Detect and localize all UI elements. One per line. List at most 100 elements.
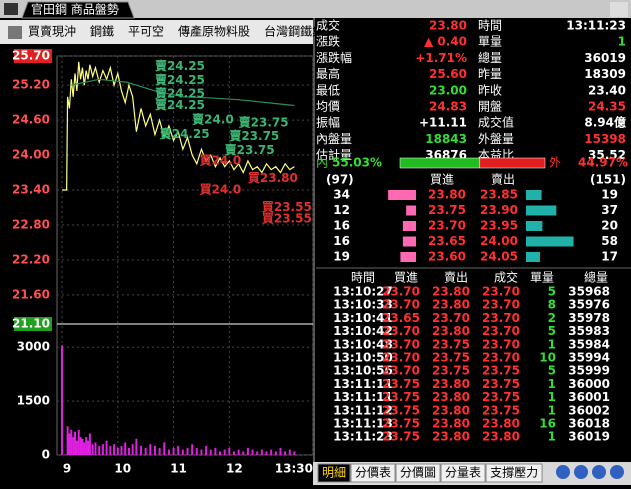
quote-value: 35.52 (588, 148, 626, 162)
trade-cell: 5 (548, 285, 556, 299)
trade-cell: 13:10:50 (333, 351, 393, 365)
quote-value: 24.35 (588, 100, 626, 114)
chart-frame (56, 55, 314, 456)
menu-button[interactable] (4, 3, 18, 15)
toolbar-item[interactable]: 台灣鋼鐵集團 (264, 24, 336, 39)
ratio-value: 55.03% (332, 156, 382, 170)
ask-bar (526, 205, 557, 216)
y-tick-label: 24.60 (12, 113, 50, 127)
bottom-tab[interactable] (440, 463, 486, 483)
quote-value: 24.83 (429, 100, 467, 114)
quote-label: 成交 (316, 18, 340, 33)
annotation: 賣24.25 (154, 85, 205, 100)
ask-qty: 19 (601, 188, 618, 202)
trade-cell: 35984 (568, 337, 610, 351)
price-line (71, 78, 295, 107)
annotation: 買23.80 (248, 171, 298, 185)
ask-bar (526, 252, 540, 262)
toolbar-item[interactable]: 傳產原物料股 (178, 24, 250, 39)
trade-cell: 35968 (568, 285, 610, 299)
quote-value: 25.60 (429, 67, 467, 81)
bid-qty: 16 (333, 234, 350, 248)
quote-value: 18843 (425, 132, 467, 146)
trade-cell: 23.80 (482, 417, 520, 431)
trade-cell: 13:11:13 (333, 417, 393, 431)
bottom-tab-label: 明細 (322, 466, 346, 480)
y-tick-highlight (14, 49, 52, 63)
trade-cell: 23.80 (482, 430, 520, 444)
volume-tick-label: 1500 (17, 394, 50, 408)
trade-cell: 23.80 (432, 430, 470, 444)
quote-value: 15398 (584, 132, 626, 146)
trade-cell: 13:10:48 (333, 337, 393, 351)
toolbar-dropdown[interactable] (8, 26, 22, 39)
toolbar-item[interactable]: 買賣現沖 (28, 24, 76, 39)
trade-cell: 23.75 (482, 390, 520, 404)
x-tick-label: 10 (114, 462, 131, 476)
y-tick-label: 24.00 (12, 148, 50, 162)
y-tick-label: 21.60 (12, 287, 50, 301)
trade-cell: 23.75 (432, 337, 470, 351)
trades-header: 時間 (351, 271, 375, 285)
bid-qty: 19 (333, 250, 350, 264)
quote-value: 23.00 (429, 83, 467, 97)
ratio-label: 外 (549, 156, 561, 170)
bottom-tab[interactable] (350, 463, 396, 483)
trade-cell: 23.70 (482, 337, 520, 351)
nav-button[interactable] (592, 465, 606, 479)
quote-value: +11.11 (419, 116, 467, 130)
quote-label: 成交值 (478, 115, 514, 130)
quote-label: 昨量 (478, 67, 502, 81)
bottom-tab[interactable] (317, 463, 351, 483)
book-header: 買進 (430, 173, 454, 187)
y-tick-highlight (14, 317, 52, 331)
trade-cell: 13:10:27 (333, 285, 393, 299)
quote-value: 23.40 (588, 83, 626, 97)
nav-button[interactable] (574, 465, 588, 479)
bid-price: 23.75 (428, 203, 466, 217)
annotation: 賣24.25 (159, 126, 210, 141)
annotation: 賣23.75 (228, 128, 279, 143)
trade-cell: 13:11:11 (333, 377, 393, 391)
bid-bar (400, 252, 416, 262)
trade-cell: 23.70 (382, 337, 420, 351)
ratio-label: 內 (316, 156, 328, 170)
quote-label: 振幅 (316, 115, 340, 130)
bid-qty: 12 (333, 203, 350, 217)
bottom-tab[interactable] (395, 463, 441, 483)
quote-label: 單量 (478, 35, 502, 49)
ask-price: 23.85 (480, 188, 518, 202)
bottom-tab[interactable] (485, 463, 543, 483)
trade-cell: 23.75 (482, 403, 520, 417)
zoom-button[interactable] (610, 2, 628, 17)
trade-cell: 16 (539, 417, 556, 431)
ask-bar (526, 221, 543, 231)
toolbar-item[interactable]: 鋼鐵 (90, 24, 114, 39)
trade-cell: 23.80 (432, 403, 470, 417)
quote-value: 13:11:23 (566, 19, 626, 33)
quote-label: 估計量 (316, 147, 352, 162)
trade-cell: 23.70 (482, 285, 520, 299)
trades-header: 買進 (394, 271, 418, 285)
trade-cell: 36001 (568, 390, 610, 404)
trade-cell: 23.75 (382, 377, 420, 391)
trade-cell: 23.75 (382, 390, 420, 404)
trade-cell: 13:11:11 (333, 390, 393, 404)
price-line (62, 61, 295, 191)
toolbar-item[interactable]: 平可空 (128, 25, 164, 39)
trade-cell: 1 (548, 403, 556, 417)
nav-button[interactable] (556, 465, 570, 479)
nav-button[interactable] (610, 465, 624, 479)
ask-price: 23.95 (480, 219, 518, 233)
tab[interactable] (21, 1, 135, 19)
trade-cell: 23.75 (432, 351, 470, 365)
bid-qty: 16 (333, 219, 350, 233)
trade-cell: 23.70 (382, 351, 420, 365)
bid-qty: 34 (333, 188, 350, 202)
bid-bar (406, 205, 416, 216)
ask-qty: 58 (601, 234, 618, 248)
volume-tick-label: 0 (42, 448, 50, 462)
quote-label: 均價 (316, 100, 340, 114)
annotation: 賣23.75 (224, 142, 275, 157)
y-tick-label: 22.80 (12, 217, 50, 231)
